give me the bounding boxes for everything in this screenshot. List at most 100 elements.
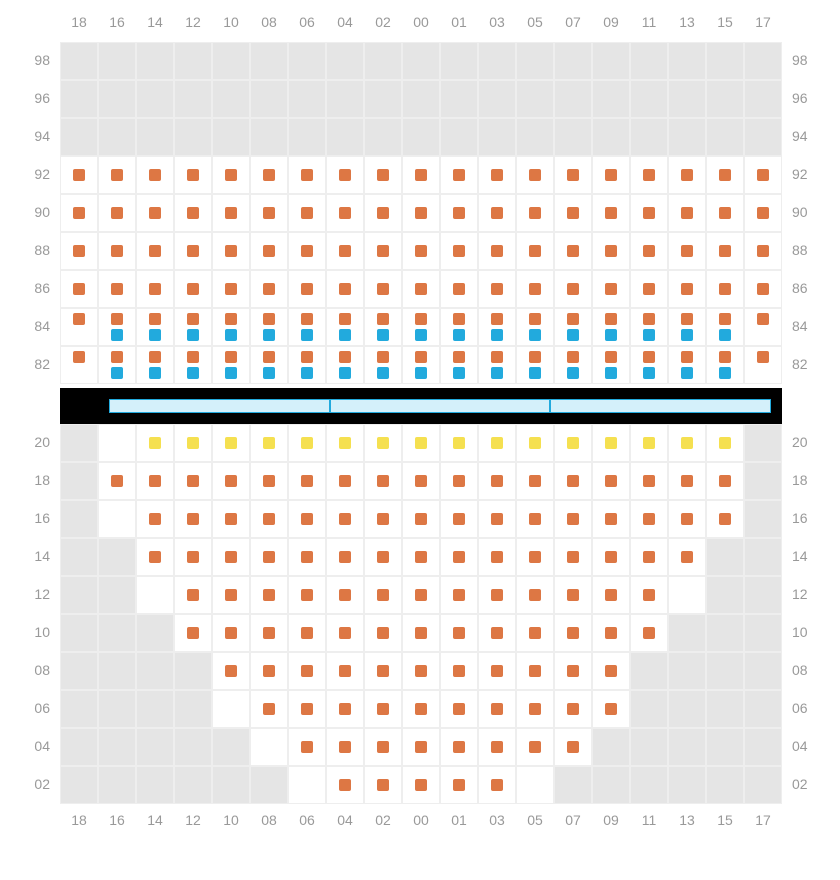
seat[interactable] [415, 367, 427, 379]
seat[interactable] [491, 475, 503, 487]
seat[interactable] [681, 283, 693, 295]
seat[interactable] [529, 665, 541, 677]
seat[interactable] [225, 245, 237, 257]
seat[interactable] [529, 741, 541, 753]
seat[interactable] [187, 245, 199, 257]
seat[interactable] [263, 703, 275, 715]
seat[interactable] [73, 351, 85, 363]
seat[interactable] [263, 351, 275, 363]
seat[interactable] [111, 367, 123, 379]
seat[interactable] [567, 627, 579, 639]
seat[interactable] [415, 207, 427, 219]
seat[interactable] [377, 551, 389, 563]
seat[interactable] [453, 169, 465, 181]
seat[interactable] [529, 351, 541, 363]
seat[interactable] [681, 207, 693, 219]
seat[interactable] [491, 779, 503, 791]
seat[interactable] [491, 513, 503, 525]
seat[interactable] [225, 313, 237, 325]
seat[interactable] [567, 551, 579, 563]
seat[interactable] [529, 283, 541, 295]
seat[interactable] [491, 329, 503, 341]
seat[interactable] [415, 169, 427, 181]
seat[interactable] [529, 245, 541, 257]
seat[interactable] [339, 513, 351, 525]
seat[interactable] [149, 329, 161, 341]
seat[interactable] [225, 665, 237, 677]
seat[interactable] [415, 475, 427, 487]
seat[interactable] [529, 207, 541, 219]
seat[interactable] [339, 665, 351, 677]
seat[interactable] [377, 367, 389, 379]
seat[interactable] [567, 283, 579, 295]
seat[interactable] [491, 551, 503, 563]
seat[interactable] [301, 665, 313, 677]
seat[interactable] [415, 513, 427, 525]
seat[interactable] [491, 437, 503, 449]
seat[interactable] [567, 475, 579, 487]
seat[interactable] [415, 741, 427, 753]
seat[interactable] [187, 207, 199, 219]
seat[interactable] [491, 589, 503, 601]
seat[interactable] [605, 627, 617, 639]
seat[interactable] [453, 475, 465, 487]
seat[interactable] [263, 551, 275, 563]
seat[interactable] [301, 741, 313, 753]
seat[interactable] [681, 329, 693, 341]
seat[interactable] [567, 329, 579, 341]
seat[interactable] [73, 169, 85, 181]
seat[interactable] [453, 329, 465, 341]
seat[interactable] [453, 513, 465, 525]
seat[interactable] [453, 313, 465, 325]
seat[interactable] [187, 589, 199, 601]
seat[interactable] [529, 551, 541, 563]
seat[interactable] [377, 351, 389, 363]
seat[interactable] [339, 169, 351, 181]
seat[interactable] [605, 351, 617, 363]
seat[interactable] [415, 551, 427, 563]
seat[interactable] [187, 475, 199, 487]
seat[interactable] [149, 367, 161, 379]
seat[interactable] [415, 703, 427, 715]
seat[interactable] [263, 207, 275, 219]
seat[interactable] [491, 367, 503, 379]
seat[interactable] [529, 703, 541, 715]
seat[interactable] [491, 313, 503, 325]
seat[interactable] [301, 475, 313, 487]
seat[interactable] [377, 283, 389, 295]
seat[interactable] [719, 513, 731, 525]
seat[interactable] [605, 207, 617, 219]
seat[interactable] [757, 283, 769, 295]
seat[interactable] [529, 313, 541, 325]
seat[interactable] [529, 169, 541, 181]
seat[interactable] [111, 351, 123, 363]
seat[interactable] [757, 207, 769, 219]
seat[interactable] [263, 665, 275, 677]
seat[interactable] [225, 437, 237, 449]
seat[interactable] [643, 283, 655, 295]
seat[interactable] [149, 551, 161, 563]
seat[interactable] [453, 207, 465, 219]
seat[interactable] [263, 437, 275, 449]
seat[interactable] [453, 437, 465, 449]
seat[interactable] [225, 283, 237, 295]
seat[interactable] [643, 437, 655, 449]
seat[interactable] [643, 313, 655, 325]
seat[interactable] [149, 475, 161, 487]
seat[interactable] [377, 313, 389, 325]
seat[interactable] [681, 437, 693, 449]
seat[interactable] [415, 779, 427, 791]
seat[interactable] [605, 475, 617, 487]
seat[interactable] [491, 627, 503, 639]
seat[interactable] [301, 627, 313, 639]
seat[interactable] [605, 437, 617, 449]
seat[interactable] [339, 779, 351, 791]
seat[interactable] [453, 283, 465, 295]
seat[interactable] [225, 329, 237, 341]
seat[interactable] [491, 169, 503, 181]
seat[interactable] [263, 589, 275, 601]
seat[interactable] [415, 283, 427, 295]
seat[interactable] [529, 513, 541, 525]
seat[interactable] [225, 589, 237, 601]
seat[interactable] [187, 367, 199, 379]
